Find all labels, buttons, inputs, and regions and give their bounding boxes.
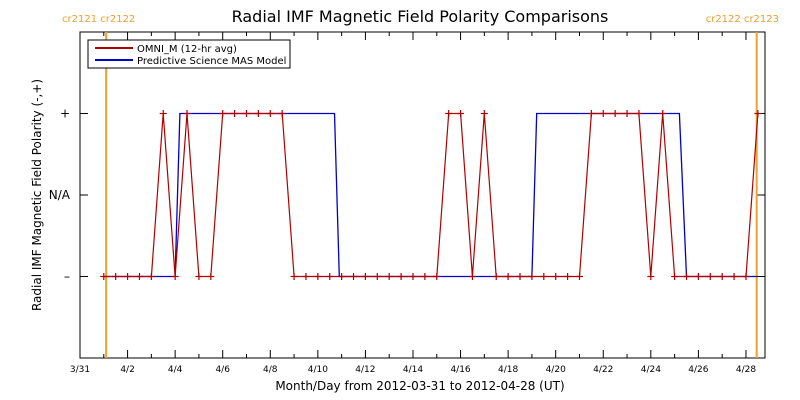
legend-label-mas: Predictive Science MAS Model bbox=[137, 56, 286, 67]
omni-data-point bbox=[326, 273, 334, 280]
omni-data-point bbox=[266, 110, 274, 117]
plot-area: 3/31 4/2 4/4 4/6 4/8 4/10 4/12 4/14 4/16 4/18 4/20… bbox=[49, 14, 779, 375]
omni-data-point bbox=[290, 273, 298, 280]
omni-data-point bbox=[242, 110, 250, 117]
omni-data-point bbox=[171, 273, 179, 280]
omni-data-point bbox=[587, 110, 595, 117]
omni-data-point bbox=[207, 273, 215, 280]
omni-data-point bbox=[385, 273, 393, 280]
omni-data-point bbox=[100, 273, 108, 280]
y-tick-label: + bbox=[60, 107, 70, 121]
omni-data-point bbox=[694, 273, 702, 280]
legend-label-omni: OMNI_M (12-hr avg) bbox=[137, 44, 237, 55]
omni-data-point bbox=[278, 110, 286, 117]
omni-data-point bbox=[124, 273, 132, 280]
omni-data-point bbox=[611, 110, 619, 117]
omni-data-point bbox=[457, 110, 465, 117]
omni-data-point bbox=[742, 273, 750, 280]
omni-data-point bbox=[421, 273, 429, 280]
omni-data-point bbox=[254, 110, 262, 117]
x-tick-label: 4/4 bbox=[168, 365, 183, 375]
omni-data-point bbox=[231, 110, 239, 117]
omni-data-point bbox=[373, 273, 381, 280]
omni-data-point bbox=[492, 273, 500, 280]
omni-data-point bbox=[504, 273, 512, 280]
x-tick-label: 4/20 bbox=[546, 365, 566, 375]
y-tick-label: N/A bbox=[49, 188, 71, 202]
x-tick-label: 4/14 bbox=[403, 365, 423, 375]
omni-data-point bbox=[433, 273, 441, 280]
x-tick-label: 4/22 bbox=[593, 365, 613, 375]
x-tick-label: 4/16 bbox=[450, 365, 470, 375]
x-tick-label: 4/24 bbox=[641, 365, 661, 375]
legend-box bbox=[87, 39, 291, 69]
omni-data-point bbox=[361, 273, 369, 280]
x-tick-label: 4/18 bbox=[498, 365, 518, 375]
series-line-omni bbox=[103, 112, 759, 278]
omni-data-point bbox=[112, 273, 120, 280]
omni-data-point bbox=[468, 273, 476, 280]
omni-data-point bbox=[564, 273, 572, 280]
x-tick-label: 4/10 bbox=[308, 365, 328, 375]
omni-data-point bbox=[314, 273, 322, 280]
x-axis-label: Month/Day from 2012-03-31 to 2012-04-28 … bbox=[275, 379, 564, 393]
omni-data-point bbox=[195, 273, 203, 280]
omni-data-point bbox=[397, 273, 405, 280]
carrington-marker-label: cr2121 cr2122 bbox=[62, 14, 135, 25]
omni-data-point bbox=[516, 273, 524, 280]
omni-data-point bbox=[445, 110, 453, 117]
omni-data-point bbox=[302, 273, 310, 280]
series-line-mas bbox=[103, 112, 758, 278]
omni-data-point bbox=[671, 273, 679, 280]
omni-data-point bbox=[540, 273, 548, 280]
carrington-marker-label: cr2122 cr2123 bbox=[706, 14, 779, 25]
x-tick-label: 4/8 bbox=[263, 365, 278, 375]
omni-data-point bbox=[599, 110, 607, 117]
omni-data-point bbox=[183, 110, 191, 117]
chart-title: Radial IMF Magnetic Field Polarity Compa… bbox=[232, 7, 609, 26]
y-axis-label: Radial IMF Magnetic Field Polarity (-,+) bbox=[30, 79, 44, 311]
x-tick-label: 4/2 bbox=[120, 365, 134, 375]
omni-data-point bbox=[480, 110, 488, 117]
omni-data-point bbox=[147, 273, 155, 280]
omni-data-point bbox=[718, 273, 726, 280]
omni-data-point bbox=[635, 110, 643, 117]
omni-data-point bbox=[730, 273, 738, 280]
y-tick-label: – bbox=[64, 270, 70, 284]
legend: OMNI_M (12-hr avg) Predictive Science MA… bbox=[87, 39, 291, 69]
x-tick-label: 4/12 bbox=[355, 365, 375, 375]
x-tick-label: 4/6 bbox=[215, 365, 230, 375]
omni-data-point bbox=[159, 110, 167, 117]
omni-data-point bbox=[754, 110, 762, 117]
omni-data-point bbox=[552, 273, 560, 280]
omni-data-point bbox=[338, 273, 346, 280]
omni-data-point bbox=[350, 273, 358, 280]
omni-data-point bbox=[706, 273, 714, 280]
omni-data-point bbox=[135, 273, 143, 280]
omni-data-point bbox=[647, 273, 655, 280]
omni-data-point bbox=[659, 110, 667, 117]
plot-frame bbox=[79, 31, 766, 359]
x-tick-label: 3/31 bbox=[70, 365, 90, 375]
x-tick-label: 4/28 bbox=[736, 365, 756, 375]
omni-data-point bbox=[409, 273, 417, 280]
omni-data-point bbox=[528, 273, 536, 280]
omni-data-point bbox=[683, 273, 691, 280]
x-tick-label: 4/26 bbox=[688, 365, 708, 375]
omni-data-point bbox=[219, 110, 227, 117]
omni-data-point bbox=[575, 273, 583, 280]
omni-data-point bbox=[623, 110, 631, 117]
